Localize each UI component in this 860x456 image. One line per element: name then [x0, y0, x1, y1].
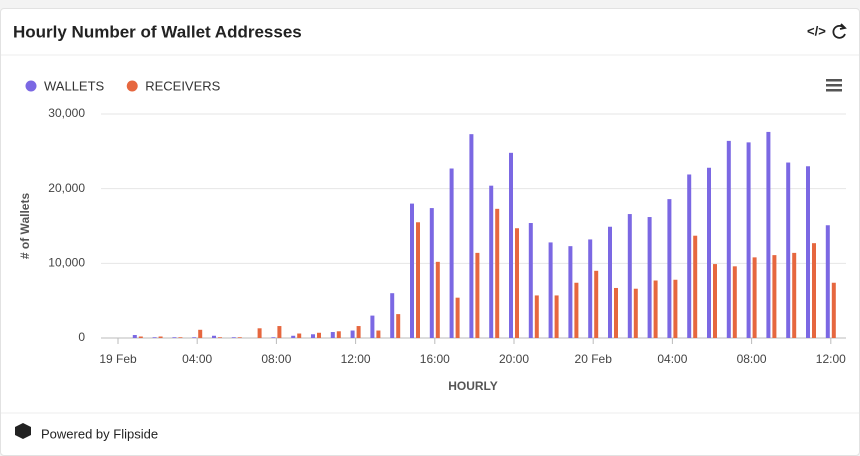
embed-icon[interactable]: </> — [807, 23, 826, 38]
bar — [726, 140, 731, 338]
bar — [257, 328, 262, 338]
bar — [713, 264, 717, 338]
legend-label: RECEIVERS — [145, 78, 220, 93]
footer-text: Powered by Flipside — [41, 426, 158, 441]
bar — [568, 246, 573, 338]
bar — [455, 297, 460, 338]
x-tick-label: 19 Feb — [99, 352, 137, 366]
bar — [534, 295, 539, 338]
y-tick-label: 20,000 — [48, 181, 85, 195]
bar — [330, 332, 335, 338]
bar — [772, 255, 777, 338]
bar — [495, 208, 500, 338]
bar — [469, 134, 474, 338]
x-tick-label: 08:00 — [737, 352, 767, 366]
bar — [766, 131, 771, 338]
bar — [509, 152, 513, 338]
bar — [416, 222, 420, 338]
bar — [825, 225, 830, 338]
bar — [746, 142, 751, 338]
bar — [356, 326, 361, 338]
x-tick-label: 04:00 — [182, 352, 212, 366]
bar — [673, 279, 678, 338]
bar — [752, 257, 757, 338]
bar — [396, 314, 401, 338]
x-tick-label: 04:00 — [657, 352, 687, 366]
bar — [449, 168, 454, 338]
bar — [574, 282, 579, 338]
bar — [475, 252, 480, 338]
bar — [138, 336, 143, 338]
bar — [732, 266, 737, 338]
y-tick-label: 10,000 — [48, 256, 85, 270]
bar — [489, 185, 494, 338]
bar — [614, 287, 618, 338]
bar — [653, 280, 658, 338]
y-axis-title: # of Wallets — [18, 193, 32, 260]
x-tick-label: 12:00 — [341, 352, 371, 366]
bar — [390, 293, 395, 338]
x-tick-label: 20 Feb — [575, 352, 613, 366]
bar — [812, 243, 816, 338]
bar — [667, 199, 672, 338]
bar — [429, 208, 434, 338]
bar — [218, 337, 222, 338]
bar — [231, 337, 236, 338]
flipside-logo — [15, 423, 31, 439]
refresh-icon[interactable] — [832, 23, 847, 39]
bar — [693, 235, 698, 338]
chart: Hourly Number of Wallet Addresses </> Po… — [1, 22, 859, 441]
bar — [237, 337, 242, 338]
bar — [554, 295, 559, 338]
bar — [515, 228, 519, 338]
x-tick-label: 08:00 — [261, 352, 291, 366]
bar — [350, 330, 355, 338]
bar — [633, 288, 638, 338]
bar — [806, 166, 810, 338]
bar — [528, 223, 533, 338]
bar — [435, 261, 440, 338]
bar — [158, 336, 163, 338]
bar — [277, 326, 282, 338]
bar — [707, 167, 711, 338]
bar — [311, 334, 315, 338]
bar — [172, 337, 177, 338]
x-tick-label: 16:00 — [420, 352, 450, 366]
bar — [370, 315, 375, 338]
bar — [594, 270, 599, 338]
legend-marker — [25, 80, 37, 92]
bar — [317, 332, 321, 338]
bar — [647, 217, 652, 338]
bar — [336, 331, 341, 338]
bar — [588, 239, 593, 338]
y-tick-label: 0 — [78, 330, 85, 344]
x-tick-label: 20:00 — [499, 352, 529, 366]
bar — [192, 337, 197, 338]
bar — [792, 252, 797, 338]
bar — [786, 162, 791, 338]
x-tick-label: 12:00 — [816, 352, 846, 366]
bar — [178, 337, 183, 338]
bar — [297, 333, 302, 338]
bar — [198, 329, 203, 338]
bar — [687, 174, 692, 338]
legend-marker — [126, 80, 138, 92]
bar — [548, 242, 553, 338]
bar — [132, 335, 137, 338]
bar — [291, 335, 296, 338]
card: Hourly Number of Wallet Addresses </> Po… — [0, 8, 860, 456]
x-axis-title: HOURLY — [448, 379, 498, 393]
bar — [627, 214, 632, 338]
legend-label: WALLETS — [44, 78, 105, 93]
title: Hourly Number of Wallet Addresses — [13, 22, 302, 41]
bar — [376, 330, 381, 338]
bar — [271, 337, 276, 338]
bar — [608, 226, 612, 338]
bar — [152, 337, 157, 338]
bar — [212, 335, 216, 338]
menu-icon[interactable] — [826, 79, 842, 92]
bar — [831, 282, 836, 338]
y-tick-label: 30,000 — [48, 106, 85, 120]
bar — [410, 203, 414, 338]
